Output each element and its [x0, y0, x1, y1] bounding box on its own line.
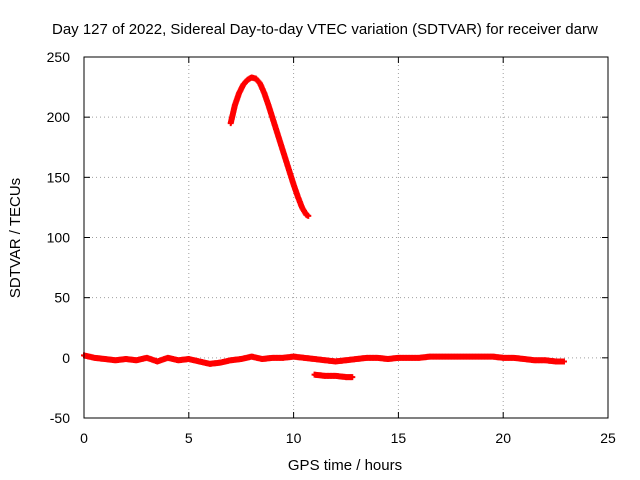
- y-tick-label: 150: [47, 169, 71, 185]
- series-baseline: [81, 352, 567, 367]
- y-tick-label: -50: [50, 410, 70, 426]
- plot-frame: [83, 56, 609, 419]
- y-ticks: -50 0 50 100 150 200 250: [47, 49, 608, 426]
- y-tick-label: 200: [47, 109, 71, 125]
- data-point: [349, 374, 356, 381]
- data-point: [305, 212, 312, 219]
- y-tick-label: 0: [62, 350, 70, 366]
- data-point: [560, 358, 567, 365]
- x-tick-label: 20: [495, 430, 511, 446]
- series-arc-high: [227, 74, 312, 219]
- x-tick-label: 0: [80, 430, 88, 446]
- series-dip: [311, 371, 356, 381]
- y-tick-label: 250: [47, 49, 71, 65]
- chart-title: Day 127 of 2022, Sidereal Day-to-day VTE…: [52, 21, 598, 38]
- x-ticks: 0 5 10 15 20 25: [80, 57, 616, 446]
- grid-lines: [84, 57, 608, 418]
- x-tick-label: 5: [185, 430, 193, 446]
- y-tick-label: 100: [47, 230, 71, 246]
- x-axis-label: GPS time / hours: [288, 457, 402, 474]
- data-series: [81, 74, 567, 381]
- y-tick-label: 50: [54, 290, 70, 306]
- x-tick-label: 10: [286, 430, 302, 446]
- x-tick-label: 15: [391, 430, 407, 446]
- x-tick-label: 25: [600, 430, 616, 446]
- y-axis-label: SDTVAR / TECUs: [7, 178, 24, 298]
